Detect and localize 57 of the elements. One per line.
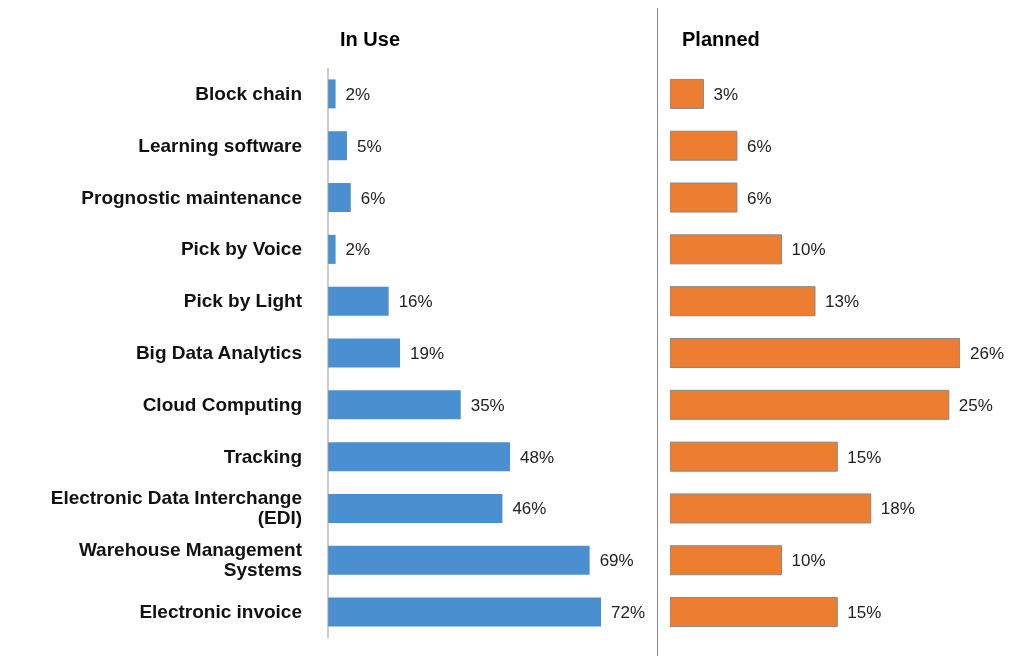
bar [328,390,461,420]
data-label: 25% [958,395,993,415]
data-label: 10% [791,240,826,260]
data-label: 3% [713,84,739,104]
bar [328,545,590,575]
data-label: 15% [847,447,882,467]
bar [670,337,960,368]
data-label: 48% [520,447,555,467]
data-label: 46% [512,499,547,519]
bar [328,286,389,316]
data-label: 6% [746,188,772,208]
bar [328,234,336,264]
y-tick-label: Electronic Data Interchange (EDI) [50,487,302,529]
data-label: 15% [847,603,882,623]
bar [328,442,510,472]
bar [670,597,838,628]
bar [670,493,872,524]
bar [328,338,401,368]
y-tick-label: Electronic invoice [139,601,302,623]
data-label: 26% [970,343,1005,363]
bar [670,130,738,161]
data-label: 16% [398,292,433,312]
data-label: 5% [356,136,382,156]
y-tick-label: Prognostic maintenance [81,186,302,208]
bar [328,597,601,627]
bar [670,545,783,576]
y-tick-label: Pick by Voice [180,238,302,260]
y-tick-label: Block chain [195,82,302,104]
data-label: 35% [470,395,505,415]
y-tick-label: Tracking [223,445,302,467]
y-tick-label: Cloud Computing [142,393,302,415]
y-tick-label: Big Data Analytics [135,342,302,363]
data-label: 13% [825,292,860,312]
y-tick-label: Pick by Light [183,290,303,312]
bar [328,493,503,523]
bar [670,441,838,472]
data-label: 2% [345,240,371,260]
bar [328,79,336,109]
data-label: 72% [611,603,646,623]
bar [670,182,738,213]
data-label: 19% [410,343,445,363]
bar [670,78,704,109]
data-label: 10% [791,551,826,571]
bar [328,131,347,161]
data-label: 6% [360,188,386,208]
chart-title: Planned [681,27,761,52]
data-label: 69% [599,551,634,571]
bar [328,183,351,213]
y-tick-label: Warehouse Management Systems [78,539,303,581]
data-label: 18% [880,499,915,519]
data-label: 6% [746,136,772,156]
chart-title: In Use [339,27,402,52]
y-tick-label: Learning software [138,134,302,156]
bar [670,234,783,265]
bar [670,389,950,420]
data-label: 2% [345,84,371,104]
bar [670,286,816,317]
